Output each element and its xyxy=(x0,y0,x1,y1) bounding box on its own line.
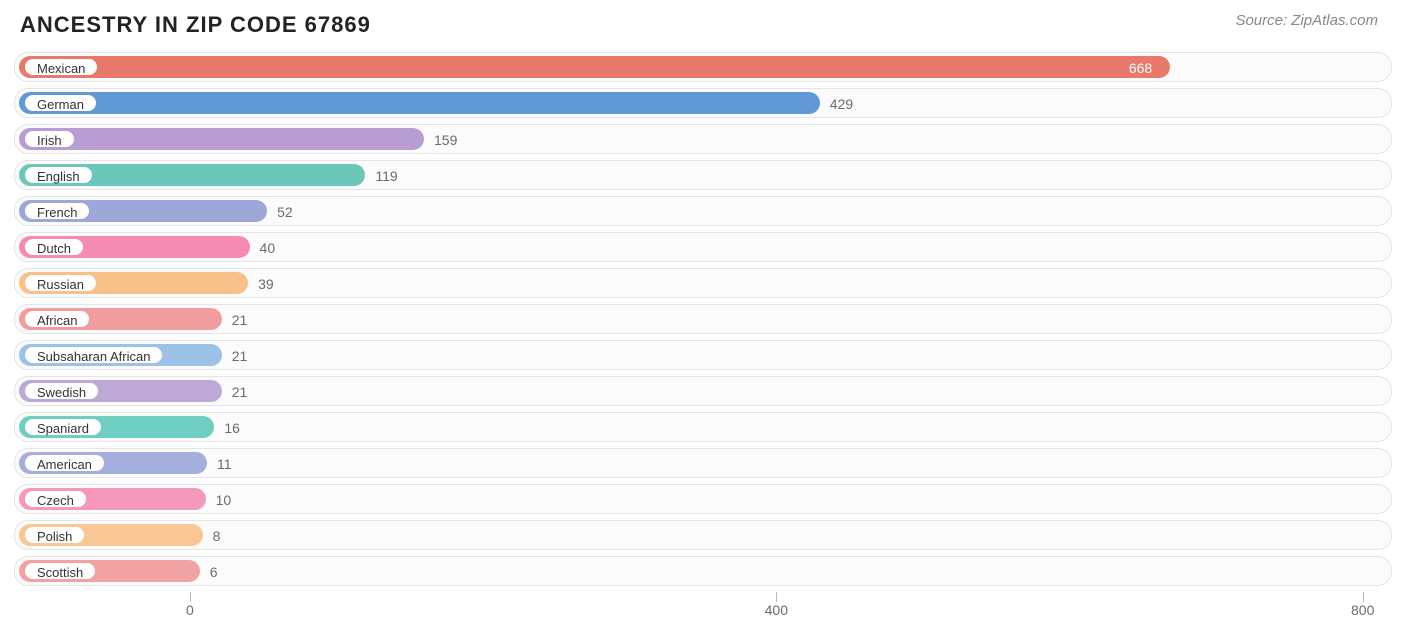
chart-row: Mexican 668 xyxy=(14,52,1392,82)
chart-row: Subsaharan African 21 xyxy=(14,340,1392,370)
x-tick xyxy=(190,592,191,602)
value-label: 159 xyxy=(434,125,457,155)
chart-plot-area: Mexican 668 German 429 Irish 159 English 119 Fre… xyxy=(0,42,1406,586)
category-label: Mexican xyxy=(23,57,99,77)
chart-row: Swedish 21 xyxy=(14,376,1392,406)
value-label: 52 xyxy=(277,197,293,227)
chart-row: English 119 xyxy=(14,160,1392,190)
category-label: Spaniard xyxy=(23,417,103,437)
category-label: Dutch xyxy=(23,237,85,257)
chart-bar xyxy=(19,56,1170,78)
category-label: Polish xyxy=(23,525,86,545)
value-label: 10 xyxy=(216,485,232,515)
chart-row: African 21 xyxy=(14,304,1392,334)
chart-source: Source: ZipAtlas.com xyxy=(1235,12,1386,29)
chart-bar xyxy=(19,128,424,150)
chart-row: Spaniard 16 xyxy=(14,412,1392,442)
category-label: Irish xyxy=(23,129,76,149)
value-label: 21 xyxy=(232,305,248,335)
x-axis: 0 400 800 xyxy=(14,592,1392,628)
x-tick-label: 800 xyxy=(1351,602,1374,618)
chart-row: Irish 159 xyxy=(14,124,1392,154)
chart-bar xyxy=(19,92,820,114)
chart-row: Dutch 40 xyxy=(14,232,1392,262)
value-label: 21 xyxy=(232,341,248,371)
chart-row: German 429 xyxy=(14,88,1392,118)
chart-row: Russian 39 xyxy=(14,268,1392,298)
x-tick xyxy=(1363,592,1364,602)
category-label: Russian xyxy=(23,273,98,293)
category-label: American xyxy=(23,453,106,473)
value-label: 119 xyxy=(375,161,397,191)
category-label: German xyxy=(23,93,98,113)
chart-row: Scottish 6 xyxy=(14,556,1392,586)
value-label: 668 xyxy=(1129,53,1152,83)
category-label: French xyxy=(23,201,91,221)
chart-row: Czech 10 xyxy=(14,484,1392,514)
category-label: African xyxy=(23,309,91,329)
category-label: English xyxy=(23,165,94,185)
x-tick xyxy=(776,592,777,602)
category-label: Subsaharan African xyxy=(23,345,164,365)
category-label: Scottish xyxy=(23,561,97,581)
value-label: 8 xyxy=(213,521,221,551)
chart-header: ANCESTRY IN ZIP CODE 67869 Source: ZipAt… xyxy=(0,0,1406,42)
value-label: 40 xyxy=(260,233,276,263)
value-label: 429 xyxy=(830,89,853,119)
chart-row: American 11 xyxy=(14,448,1392,478)
value-label: 11 xyxy=(217,449,232,479)
x-tick-label: 0 xyxy=(186,602,194,618)
chart-row: French 52 xyxy=(14,196,1392,226)
value-label: 6 xyxy=(210,557,218,587)
value-label: 16 xyxy=(224,413,240,443)
chart-row: Polish 8 xyxy=(14,520,1392,550)
category-label: Swedish xyxy=(23,381,100,401)
chart-title: ANCESTRY IN ZIP CODE 67869 xyxy=(20,12,371,38)
category-label: Czech xyxy=(23,489,88,509)
value-label: 39 xyxy=(258,269,274,299)
value-label: 21 xyxy=(232,377,248,407)
x-tick-label: 400 xyxy=(765,602,788,618)
